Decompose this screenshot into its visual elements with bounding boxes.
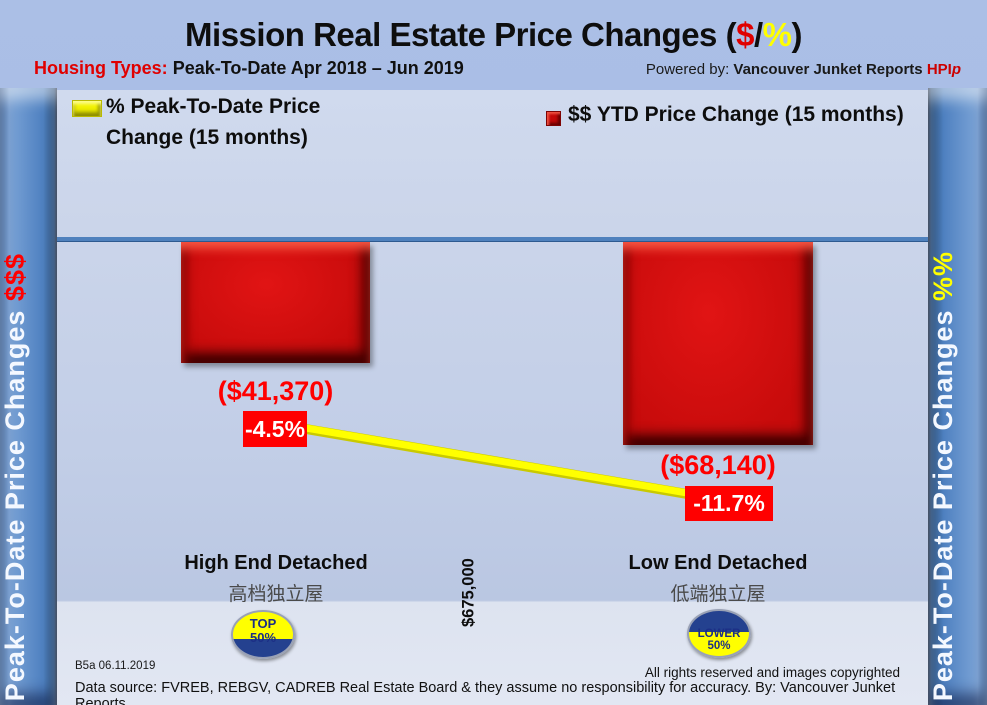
lower-50-percent-badge: LOWER 50% [687,609,751,658]
footer-data-source: Data source: FVREB, REBGV, CADREB Real E… [75,680,896,705]
title-dollar-sign: $ [736,16,754,53]
footer-rights-notice: All rights reserved and images copyright… [644,665,900,680]
top-50-percent-badge: TOP 50% [231,610,295,659]
right-sidebar-label: Peak-To-Date Price Changes %% [928,251,987,701]
brand-name: Vancouver Junket Reports [733,61,927,78]
title-percent-sign: % [762,16,792,53]
powered-by-prefix: Powered by: [645,61,734,78]
title-suffix: ) [791,16,802,53]
page-title: Mission Real Estate Price Changes ($/%) [0,16,987,54]
median-price-label: $675,000 [459,558,478,627]
legend-dollar-label: $$ YTD Price Change (15 months) [568,103,904,126]
title-prefix: Mission Real Estate Price Changes ( [185,16,737,53]
left-sidebar-label: Peak-To-Date Price Changes $$$ [0,253,57,701]
category-label-low-end: Low End Detached [628,552,808,574]
subtitle: Housing Types: Peak-To-Date Apr 2018 – J… [34,58,464,79]
category-label-high-end: High End Detached [184,552,368,574]
right-sidebar-percent-axis: Peak-To-Date Price Changes %% [928,88,987,705]
bar-low-end-detached [623,242,813,445]
footer-version-date: B5a 06.11.2019 [75,660,156,672]
housing-types-label: Housing Types: [34,58,168,78]
left-sidebar-text: Peak-To-Date Price Changes [0,300,30,701]
value-label-low-end: ($68,140) [660,450,776,480]
powered-by: Powered by: Vancouver Junket Reports HPI… [646,61,961,78]
lower-50-line1: LOWER [697,627,741,640]
lower-50-line2: 50% [707,639,731,652]
legend-percent-label: % Peak-To-Date Price Change (15 months) [106,91,320,153]
category-label-high-end-chinese: 高档独立屋 [228,584,324,605]
zero-baseline [57,237,928,242]
left-sidebar-dollar-axis: Peak-To-Date Price Changes $$$ [0,88,57,705]
legend-percent-swatch-icon [72,100,102,117]
legend-dollar-swatch-icon [546,111,561,126]
hpi-label: HPI [926,61,952,78]
right-sidebar-text: Peak-To-Date Price Changes [928,300,958,701]
right-sidebar-percent-signs: %% [928,250,958,301]
percent-badge-high-end: -4.5% [243,411,307,447]
date-range-label: Peak-To-Date Apr 2018 – Jun 2019 [167,58,464,78]
top-50-line1: TOP [249,616,277,631]
legend-percent-line2: Change (15 months) [106,126,308,149]
hpi-suffix: p [951,61,961,78]
legend-percent-line1: % Peak-To-Date Price [106,95,321,118]
chart-plot-area: % Peak-To-Date Price Change (15 months) … [57,90,928,705]
left-sidebar-dollar-signs: $$$ [0,252,30,301]
bar-high-end-detached [181,242,370,363]
top-50-line2: 50% [249,629,277,645]
category-label-low-end-chinese: 低端独立屋 [670,584,766,605]
percent-badge-low-end: -11.7% [685,486,773,521]
value-label-high-end: ($41,370) [217,376,334,406]
title-slash: / [753,16,763,53]
